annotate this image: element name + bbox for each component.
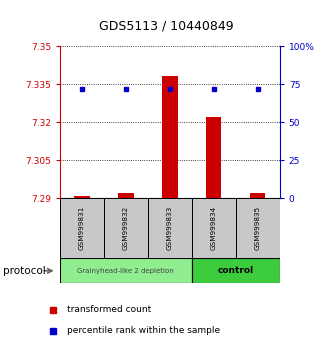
Bar <box>250 193 265 198</box>
Bar <box>236 198 280 258</box>
Text: GSM999831: GSM999831 <box>79 206 85 251</box>
Text: Grainyhead-like 2 depletion: Grainyhead-like 2 depletion <box>78 268 174 274</box>
Text: GDS5113 / 10440849: GDS5113 / 10440849 <box>99 19 234 33</box>
Bar <box>104 198 148 258</box>
Text: percentile rank within the sample: percentile rank within the sample <box>67 326 220 336</box>
Bar <box>162 76 177 198</box>
Bar <box>60 198 104 258</box>
Text: control: control <box>218 266 254 275</box>
Text: GSM999833: GSM999833 <box>167 206 173 251</box>
Bar <box>74 196 90 198</box>
Text: GSM999834: GSM999834 <box>211 206 217 251</box>
Text: protocol: protocol <box>3 266 46 276</box>
Bar <box>206 117 221 198</box>
Text: transformed count: transformed count <box>67 305 151 314</box>
Bar <box>192 198 236 258</box>
Bar <box>148 198 192 258</box>
Text: GSM999835: GSM999835 <box>255 206 261 251</box>
Bar <box>60 258 192 283</box>
Text: GSM999832: GSM999832 <box>123 206 129 251</box>
Bar <box>192 258 280 283</box>
Bar <box>118 193 134 198</box>
